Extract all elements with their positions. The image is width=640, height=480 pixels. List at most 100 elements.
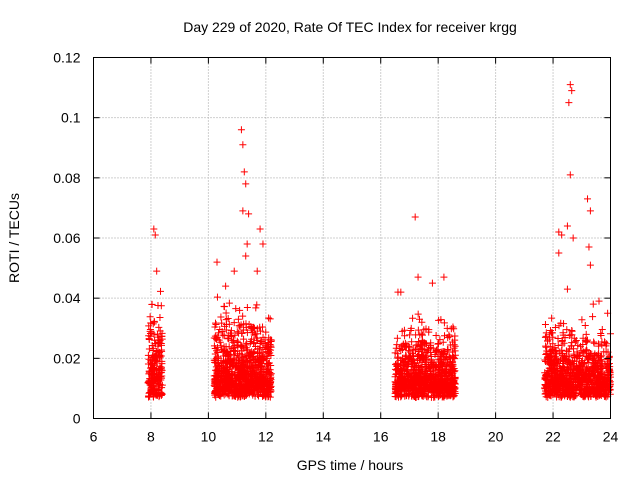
data-point [242, 341, 250, 349]
data-point [253, 349, 261, 357]
data-point [233, 328, 241, 336]
data-point [441, 376, 449, 384]
data-point [604, 309, 612, 317]
data-point [576, 342, 584, 350]
data-point [444, 392, 452, 400]
data-point [212, 372, 220, 380]
data-point [149, 320, 157, 328]
data-point [569, 234, 577, 242]
data-point [571, 338, 579, 346]
data-point [261, 340, 269, 348]
data-point [557, 319, 565, 327]
data-point [412, 331, 420, 339]
data-point [147, 376, 155, 384]
data-point [605, 378, 613, 386]
data-point [243, 303, 251, 311]
data-point [418, 389, 426, 397]
data-point [436, 336, 444, 344]
data-point [243, 390, 251, 398]
data-point [158, 329, 166, 337]
data-point [583, 356, 591, 364]
data-point [239, 392, 247, 400]
data-point [424, 347, 432, 355]
data-point [230, 267, 238, 275]
data-point [411, 213, 419, 221]
data-point [427, 339, 435, 347]
data-point [230, 319, 238, 327]
data-point [418, 318, 426, 326]
y-tick-labels: 0 0.02 0.04 0.06 0.08 0.1 0.12 [53, 50, 80, 427]
data-point [265, 314, 273, 322]
data-point [585, 243, 593, 251]
data-point [153, 267, 161, 275]
data-point [598, 341, 606, 349]
data-point [546, 327, 554, 335]
data-point [217, 392, 225, 400]
data-point [542, 329, 550, 337]
data-point [420, 375, 428, 383]
data-point [445, 331, 453, 339]
data-point [150, 318, 158, 326]
data-point [573, 357, 581, 365]
data-point [391, 365, 399, 373]
data-point [568, 87, 576, 95]
data-point [543, 349, 551, 357]
y-tick-label: 0.12 [53, 50, 80, 66]
data-point [250, 324, 258, 332]
data-point [547, 372, 555, 380]
data-point [151, 231, 159, 239]
data-point [399, 383, 407, 391]
data-point [580, 348, 588, 356]
data-point [554, 368, 562, 376]
x-tick-label: 12 [258, 429, 274, 445]
data-point [543, 384, 551, 392]
data-point [432, 331, 440, 339]
data-point [582, 330, 590, 338]
data-point [567, 380, 575, 388]
data-point [555, 393, 563, 401]
data-point [580, 392, 588, 400]
data-point [232, 362, 240, 370]
data-point [222, 316, 230, 324]
data-point [265, 381, 273, 389]
data-point [567, 376, 575, 384]
data-point [237, 126, 245, 134]
data-point [246, 340, 254, 348]
data-point [262, 378, 270, 386]
data-point [253, 363, 261, 371]
data-point [547, 392, 555, 400]
data-point [421, 384, 429, 392]
data-point [558, 341, 566, 349]
data-point [437, 359, 445, 367]
data-point [240, 386, 248, 394]
data-point [220, 347, 228, 355]
data-point [240, 383, 248, 391]
data-point [211, 334, 219, 342]
data-point [217, 313, 225, 321]
data-point [578, 358, 586, 366]
data-point [409, 314, 417, 322]
data-point [155, 323, 163, 331]
data-point [592, 393, 600, 401]
data-point [156, 287, 164, 295]
data-point [421, 358, 429, 366]
data-point [597, 368, 605, 376]
data-point [233, 389, 241, 397]
data-point [550, 362, 558, 370]
data-point [249, 391, 257, 399]
data-point [563, 285, 571, 293]
data-point [225, 320, 233, 328]
data-point [232, 305, 240, 313]
data-point [425, 326, 433, 334]
data-point [418, 336, 426, 344]
data-point [219, 348, 227, 356]
x-tick-label: 22 [545, 429, 561, 445]
data-point [223, 384, 231, 392]
data-point [586, 369, 594, 377]
data-point [417, 351, 425, 359]
data-point [222, 282, 230, 290]
data-point [394, 353, 402, 361]
data-point [602, 342, 610, 350]
y-tick-label: 0.02 [53, 350, 80, 366]
data-point [568, 386, 576, 394]
